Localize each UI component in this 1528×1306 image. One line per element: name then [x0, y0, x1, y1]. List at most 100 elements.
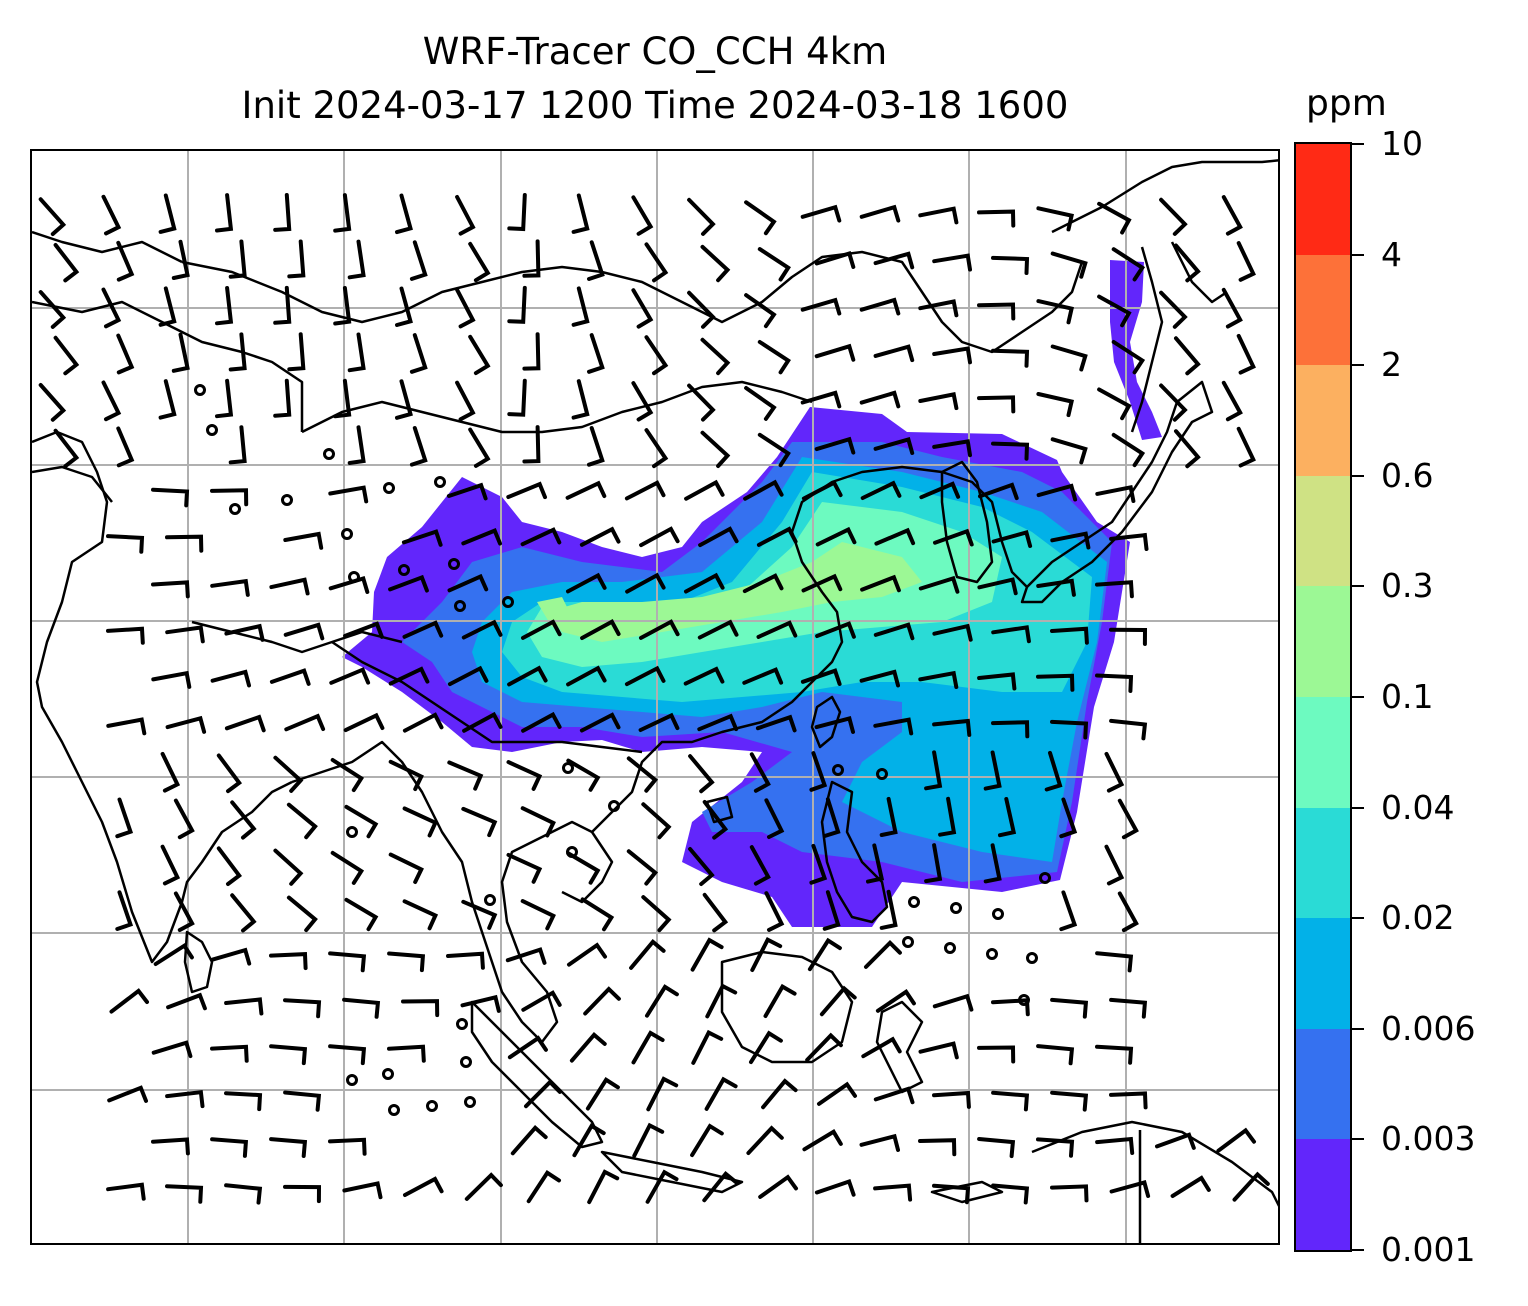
coast-timor [930, 1180, 1004, 1204]
wind-barb [1109, 627, 1148, 646]
wind-barb [333, 378, 352, 419]
calm-wind-marker [876, 768, 888, 780]
wind-barb [1036, 392, 1074, 418]
coast-taiwan [810, 695, 842, 749]
wind-barb [702, 1170, 739, 1203]
wind-barb [565, 480, 607, 500]
calm-wind-marker [1039, 872, 1051, 884]
wind-barb [1050, 997, 1089, 1019]
wind-barb [746, 1125, 784, 1155]
plume-patch-0.1 [537, 597, 572, 627]
wind-barb [687, 197, 716, 236]
wind-barb [1050, 531, 1091, 550]
wind-barb [347, 239, 366, 280]
wind-barb [224, 1091, 263, 1112]
wind-barb [639, 526, 680, 548]
wind-barb [1109, 532, 1149, 551]
wind-barb [109, 988, 149, 1014]
wind-barb [1109, 1180, 1151, 1198]
wind-barb [705, 983, 738, 1019]
colorbar-segment [1296, 696, 1350, 808]
wind-barb [684, 572, 725, 594]
calm-wind-marker [502, 596, 514, 608]
wind-barb [579, 712, 621, 733]
wind-barb [329, 667, 371, 685]
wind-barbs [38, 193, 1270, 1205]
wind-barb [566, 665, 607, 687]
wind-barb [287, 332, 306, 372]
wind-barb [756, 526, 798, 547]
colorbar-tick-label: 0.1 [1381, 677, 1434, 716]
wind-barb [395, 379, 413, 420]
wind-barb [571, 193, 590, 234]
wind-barb [587, 1169, 620, 1205]
colorbar-segment [1296, 143, 1350, 255]
wind-barb [924, 750, 943, 791]
wind-barb [1109, 1091, 1148, 1110]
colorbar-tick-label: 0.04 [1381, 787, 1455, 827]
calm-wind-marker [1026, 952, 1038, 964]
wind-barb [687, 290, 716, 329]
wind-barb [216, 846, 242, 886]
wind-barb [166, 992, 207, 1011]
wind-barb [1036, 299, 1074, 325]
wind-barb [158, 193, 177, 234]
wind-barb [402, 620, 444, 639]
wind-barb [387, 1044, 426, 1063]
wind-barb [1036, 673, 1075, 692]
wind-barb [743, 479, 784, 501]
wind-barb [932, 1183, 971, 1205]
wind-barb [158, 379, 177, 420]
wind-barb [879, 889, 898, 930]
wind-barb [700, 244, 731, 283]
wind-barb [1050, 251, 1088, 279]
wind-barb [151, 1040, 193, 1059]
colorbar-tick [1352, 696, 1364, 698]
calm-wind-marker [484, 894, 496, 906]
wind-barb [328, 576, 370, 594]
wind-barb [631, 195, 654, 236]
wind-barb [1159, 197, 1188, 236]
wind-barb [343, 621, 384, 639]
wind-barb [1117, 891, 1139, 933]
wind-barb [641, 895, 672, 933]
wind-barb [1117, 798, 1139, 840]
wind-barb [639, 619, 680, 640]
wind-barb [273, 848, 304, 886]
wind-barb [224, 714, 266, 733]
wind-barb [750, 937, 783, 972]
wind-barb [624, 480, 666, 501]
wind-barb [520, 806, 556, 838]
wind-barb [506, 852, 543, 884]
wind-barb [687, 383, 716, 422]
wind-barb [977, 209, 1016, 228]
wind-barb [273, 755, 304, 793]
wind-barb [1159, 290, 1188, 329]
wind-barb [228, 239, 247, 279]
wind-barb [991, 720, 1030, 739]
wind-barb [991, 348, 1030, 368]
wind-barb [215, 193, 234, 233]
wind-barb [629, 938, 666, 970]
wind-barb [215, 286, 234, 326]
tracer-plume [342, 260, 1162, 927]
coast-borneo [720, 950, 854, 1064]
wind-barb [579, 526, 621, 547]
wind-barb [742, 667, 784, 685]
wind-barb [688, 754, 715, 794]
coast-india [32, 430, 293, 964]
wind-barb [819, 985, 857, 1017]
colorbar-segment [1296, 585, 1350, 697]
wind-barb [1050, 437, 1088, 465]
wind-barb [749, 845, 771, 886]
wind-barb [684, 479, 725, 501]
wind-barb [1095, 1044, 1134, 1065]
calm-wind-marker [464, 1096, 476, 1108]
colorbar-tick [1352, 474, 1364, 477]
wind-barb [1044, 750, 1063, 792]
wind-barb [522, 239, 541, 278]
wind-barb [269, 668, 311, 686]
wind-barb [644, 335, 669, 376]
chart-title-line1: WRF-Tracer CO_CCH 4km [422, 30, 888, 73]
wind-barb [638, 712, 680, 732]
